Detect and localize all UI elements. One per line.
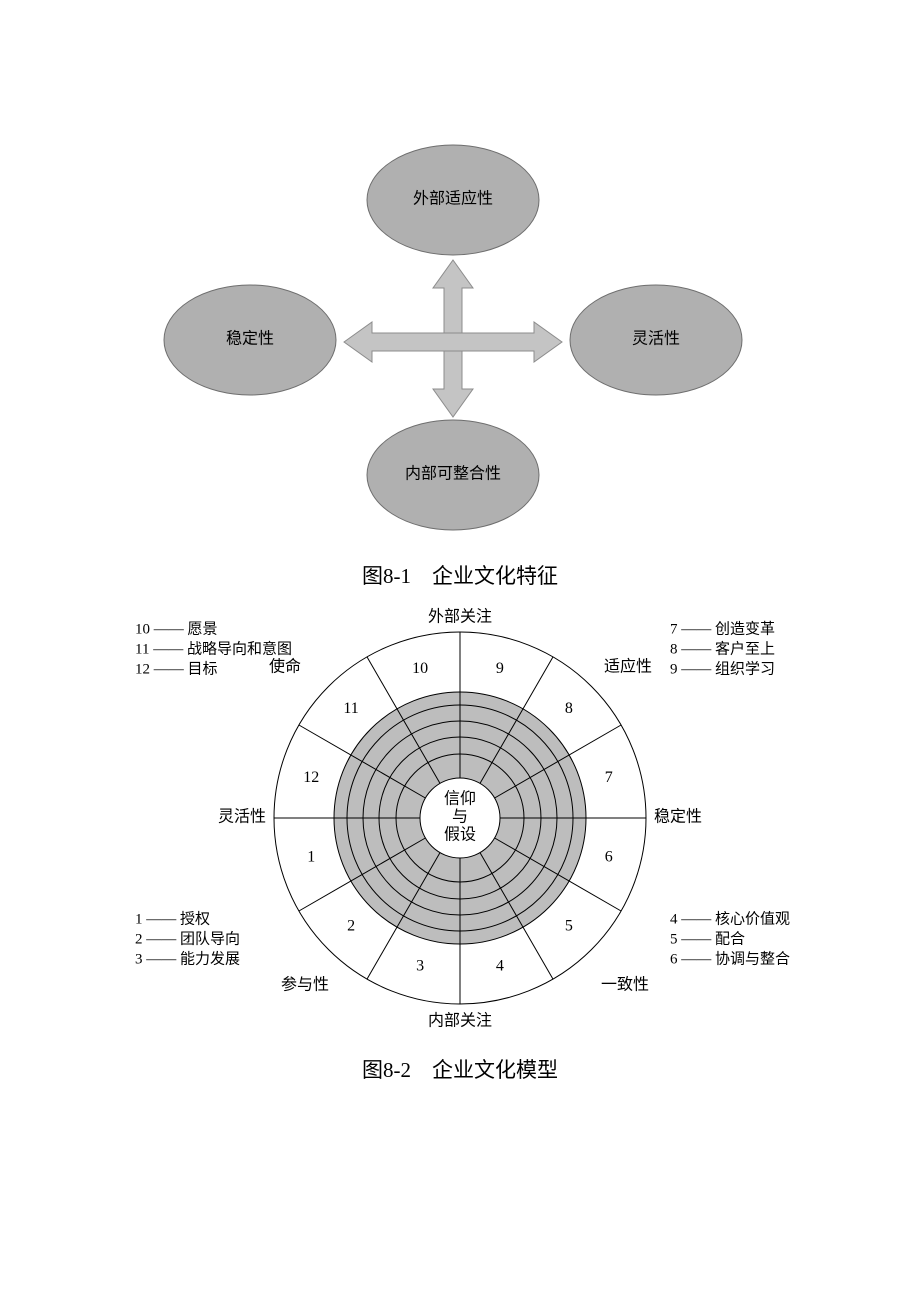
svg-text:灵活性: 灵活性	[632, 330, 680, 348]
svg-text:外部适应性: 外部适应性	[413, 189, 493, 208]
svg-text:2 —— 团队导向: 2 —— 团队导向	[135, 930, 240, 947]
figure1-caption: 图8-1 企业文化特征	[0, 560, 920, 590]
svg-text:外部关注: 外部关注	[428, 608, 492, 626]
figure2-caption: 图8-2 企业文化模型	[0, 1054, 920, 1084]
svg-text:适应性: 适应性	[604, 657, 652, 676]
svg-text:稳定性: 稳定性	[654, 808, 702, 826]
svg-text:11 —— 战略导向和意图: 11 —— 战略导向和意图	[135, 639, 292, 657]
svg-text:7: 7	[605, 769, 613, 786]
svg-text:6 —— 协调与整合: 6 —— 协调与整合	[670, 950, 790, 967]
svg-text:参与性: 参与性	[281, 976, 329, 994]
svg-text:9 —— 组织学习: 9 —— 组织学习	[670, 660, 775, 677]
svg-text:7 —— 创造变革: 7 —— 创造变革	[670, 620, 775, 637]
svg-text:10: 10	[412, 660, 428, 677]
svg-text:12: 12	[303, 769, 319, 786]
svg-text:4 —— 核心价值观: 4 —— 核心价值观	[670, 910, 790, 927]
svg-text:1: 1	[307, 849, 315, 866]
svg-text:使命: 使命	[269, 658, 301, 676]
svg-text:8: 8	[565, 700, 573, 717]
svg-text:内部可整合性: 内部可整合性	[405, 465, 501, 483]
figure1-diagram: 外部适应性稳定性 灵活性内部可整合性	[0, 120, 920, 550]
svg-text:5 —— 配合: 5 —— 配合	[670, 930, 745, 947]
svg-text:9: 9	[496, 660, 504, 677]
svg-text:5: 5	[565, 918, 573, 935]
svg-text:4: 4	[496, 957, 504, 974]
svg-text:11: 11	[343, 700, 358, 717]
svg-text:8 —— 客户至上: 8 —— 客户至上	[670, 640, 775, 657]
figure2-diagram: 9 8 7 6 5 4 3 2 1 12 11 10 信仰与假设 外部关注内部关注 灵活性 稳定性 使命 适应性参…	[0, 600, 920, 1050]
svg-text:10 —— 愿景: 10 —— 愿景	[135, 620, 218, 637]
svg-text:2: 2	[347, 918, 355, 935]
svg-text:3: 3	[416, 957, 424, 974]
svg-text:6: 6	[605, 849, 613, 866]
svg-text:内部关注: 内部关注	[428, 1012, 492, 1030]
svg-text:3 —— 能力发展: 3 —— 能力发展	[135, 950, 240, 967]
page: 外部适应性稳定性灵活性内部可整合性 图8-1 企业文化特征 9876543211…	[0, 0, 920, 1302]
svg-text:灵活性: 灵活性	[218, 808, 266, 826]
svg-text:12 —— 目标: 12 —— 目标	[135, 660, 218, 677]
svg-text:假设: 假设	[444, 826, 476, 844]
svg-text:一致性: 一致性	[601, 976, 649, 994]
svg-text:与: 与	[452, 808, 468, 826]
svg-text:稳定性: 稳定性	[226, 330, 274, 348]
svg-text:信仰: 信仰	[444, 790, 476, 808]
svg-text:1 —— 授权: 1 —— 授权	[135, 910, 210, 927]
